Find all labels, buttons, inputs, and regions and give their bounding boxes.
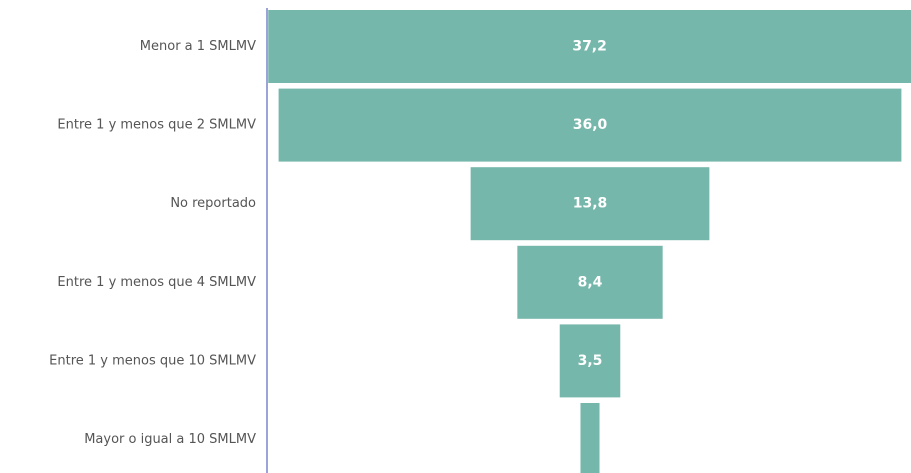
- category-label: Mayor o igual a 10 SMLMV: [84, 432, 256, 447]
- category-label: Entre 1 y menos que 2 SMLMV: [57, 118, 256, 133]
- funnel-bar: [268, 10, 911, 83]
- value-label: 8,4: [578, 274, 603, 290]
- funnel-bar: [559, 324, 621, 398]
- category-label: Entre 1 y menos que 4 SMLMV: [57, 275, 256, 290]
- funnel-bar: [278, 88, 902, 162]
- value-label: 13,8: [573, 196, 608, 212]
- value-label: 37,2: [572, 39, 607, 55]
- value-label: 3,5: [578, 353, 603, 369]
- category-label: Entre 1 y menos que 10 SMLMV: [49, 353, 256, 368]
- value-label: 36,0: [573, 117, 608, 133]
- funnel-bar: [517, 245, 663, 319]
- funnel-bar: [470, 167, 710, 241]
- category-label: Menor a 1 SMLMV: [140, 39, 256, 54]
- category-label: No reportado: [170, 196, 256, 211]
- funnel-bar: [580, 403, 600, 473]
